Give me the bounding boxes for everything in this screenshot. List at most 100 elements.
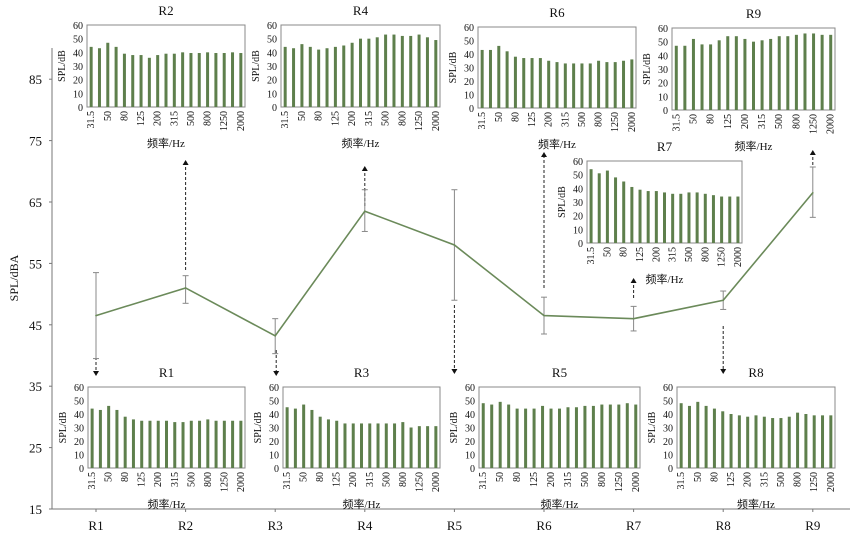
inset-bar xyxy=(695,192,699,243)
inset-bar xyxy=(614,177,618,243)
inset-x-tick-label: 80 xyxy=(512,472,523,482)
inset-bar xyxy=(786,36,790,111)
inset-y-axis-label: SPL/dB xyxy=(253,411,264,443)
inset-bar xyxy=(507,404,511,468)
inset-x-tick-label: 315 xyxy=(365,472,376,487)
inset-y-tick-label: 0 xyxy=(663,106,668,117)
inset-title: R4 xyxy=(353,3,369,18)
inset-bar xyxy=(231,52,235,107)
inset-x-tick-label: 50 xyxy=(693,472,704,482)
inset-x-tick-label: 800 xyxy=(791,114,802,129)
inset-x-tick-label: 50 xyxy=(299,472,310,482)
inset-bar xyxy=(691,38,695,110)
inset-bar xyxy=(555,62,559,108)
inset-bar xyxy=(417,34,421,107)
arrow-head-icon xyxy=(720,369,727,374)
inset-x-tick-label: 200 xyxy=(347,111,358,126)
inset-y-tick-label: 50 xyxy=(269,397,279,408)
inset-x-tick-label: 31.5 xyxy=(676,472,687,490)
inset-y-tick-label: 10 xyxy=(267,89,277,100)
inset-bar xyxy=(434,40,438,107)
inset-bar xyxy=(787,416,791,468)
arrow-head-icon xyxy=(182,160,189,165)
inset-y-tick-label: 40 xyxy=(269,410,279,421)
inset-x-tick-label: 31.5 xyxy=(280,111,291,129)
inset-y-tick-label: 30 xyxy=(663,424,673,435)
inset-bar xyxy=(728,196,732,243)
inset-y-tick-label: 50 xyxy=(464,37,474,48)
inset-bar xyxy=(574,407,578,468)
inset-bar xyxy=(165,420,168,468)
inset-bar xyxy=(123,416,127,468)
inset-x-tick-label: 500 xyxy=(381,472,392,487)
inset-bar xyxy=(709,44,713,110)
inset-chart-r9: R9 0 10 20 30 40 50 60 SPL/dB 31.5 50 80 125 200 315 50… xyxy=(642,6,837,153)
y-tick-label: 35 xyxy=(29,379,42,394)
inset-x-tick-label: 125 xyxy=(529,472,540,487)
inset-bar xyxy=(308,46,312,107)
inset-bar xyxy=(360,423,363,468)
inset-chart-r7: R7 0 10 20 30 40 50 60 SPL/dB 31.5 50 80 125 200 315 50… xyxy=(557,139,744,286)
inset-bar xyxy=(285,407,289,468)
inset-bar xyxy=(638,189,642,243)
inset-y-tick-label: 0 xyxy=(272,103,277,114)
inset-bar xyxy=(734,36,738,111)
inset-bar xyxy=(417,426,421,468)
inset-bar xyxy=(812,415,816,468)
inset-bar xyxy=(147,57,151,107)
x-tick-label: R2 xyxy=(178,518,193,533)
inset-bar xyxy=(712,408,716,468)
x-tick-label: R4 xyxy=(357,518,373,533)
inset-chart-r4: R4 0 10 20 30 40 50 60 SPL/dB 31.5 50 80 125 200 315 50… xyxy=(251,3,442,150)
inset-y-tick-label: 40 xyxy=(573,184,583,195)
inset-bar xyxy=(131,55,135,107)
inset-y-tick-label: 50 xyxy=(73,35,83,46)
inset-x-axis-label: 频率/Hz xyxy=(342,136,380,150)
inset-x-tick-label: 2000 xyxy=(733,247,744,267)
inset-y-tick-label: 10 xyxy=(658,92,668,103)
inset-x-tick-label: 50 xyxy=(495,472,506,482)
inset-x-tick-label: 315 xyxy=(560,112,571,127)
inset-chart-r5: R5 0 10 20 30 40 50 60 SPL/dB 31.5 50 80 125 200 315 50… xyxy=(449,365,642,511)
inset-bar xyxy=(310,409,314,468)
x-tick-label: R9 xyxy=(805,518,820,533)
inset-bar xyxy=(687,192,691,243)
inset-bar xyxy=(368,423,372,468)
inset-y-tick-label: 10 xyxy=(573,225,583,236)
inset-bar xyxy=(634,404,638,468)
inset-bar xyxy=(97,48,101,107)
inset-y-tick-label: 20 xyxy=(73,76,83,87)
arrow-head-icon xyxy=(361,166,368,171)
inset-bar xyxy=(497,45,501,108)
inset-y-tick-label: 0 xyxy=(78,103,83,114)
inset-bar xyxy=(293,408,297,468)
inset-x-tick-label: 80 xyxy=(119,111,130,121)
inset-y-axis-label: SPL/dB xyxy=(647,411,658,443)
inset-y-tick-label: 0 xyxy=(668,464,673,475)
inset-bar xyxy=(522,58,526,108)
inset-x-tick-label: 800 xyxy=(397,111,408,126)
inset-y-tick-label: 60 xyxy=(663,383,673,394)
inset-x-axis-label: 频率/Hz xyxy=(737,497,775,511)
inset-bar xyxy=(674,45,678,111)
inset-x-tick-label: 2000 xyxy=(627,112,638,132)
inset-bar xyxy=(804,414,808,468)
inset-bar xyxy=(333,46,337,107)
inset-y-tick-label: 10 xyxy=(663,451,673,462)
x-tick-label: R5 xyxy=(447,518,462,533)
inset-bar xyxy=(591,405,595,468)
inset-bar xyxy=(122,53,126,107)
inset-bar xyxy=(600,404,604,468)
inset-y-tick-label: 30 xyxy=(658,65,668,76)
inset-x-tick-label: 2000 xyxy=(236,111,247,131)
inset-bar xyxy=(302,404,306,468)
inset-x-tick-label: 80 xyxy=(709,472,720,482)
inset-x-tick-label: 50 xyxy=(688,114,699,124)
inset-bar xyxy=(222,53,226,107)
inset-x-tick-label: 500 xyxy=(776,472,787,487)
inset-y-tick-label: 60 xyxy=(73,21,83,32)
inset-bar xyxy=(829,34,833,111)
inset-bar xyxy=(375,37,379,107)
inset-x-tick-label: 1250 xyxy=(414,111,425,131)
inset-y-tick-label: 40 xyxy=(267,48,277,59)
